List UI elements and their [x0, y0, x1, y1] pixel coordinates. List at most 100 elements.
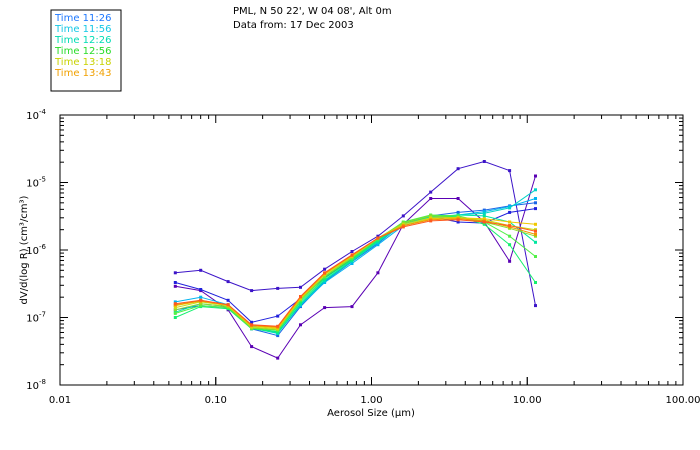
data-point-s10-0: [173, 308, 177, 312]
data-point-s12-14: [534, 222, 537, 226]
y-tick-label: 10-7: [26, 311, 46, 325]
data-point-s13-14: [534, 232, 537, 236]
data-point-s06-12: [482, 211, 486, 215]
data-point-s14-12: [482, 220, 486, 224]
legend-entry-2: Time 12:26: [54, 35, 111, 46]
data-point-s05-0: [173, 300, 177, 304]
data-point-s01-4: [276, 356, 280, 360]
data-point-s01-10: [429, 197, 433, 200]
data-point-s02-0: [173, 271, 177, 275]
legend-box: [50, 9, 122, 92]
data-point-s14-5: [299, 295, 302, 298]
data-point-s01-13: [508, 259, 512, 263]
data-point-s02-5: [299, 285, 302, 289]
data-point-s14-9: [401, 225, 405, 229]
data-point-s14-3: [250, 323, 254, 327]
data-point-s06-14: [534, 188, 537, 192]
data-point-s14-8: [376, 236, 380, 240]
data-point-s10-10: [429, 214, 433, 218]
data-point-s14-4: [276, 324, 280, 328]
data-point-s01-0: [173, 284, 177, 288]
series-line-s02: [175, 160, 536, 306]
data-point-s02-6: [323, 267, 327, 271]
data-point-s09-14: [534, 255, 537, 258]
data-point-s10-14: [534, 234, 537, 238]
series-line-s09: [175, 214, 536, 331]
data-point-s10-1: [199, 302, 203, 306]
data-point-s03-4: [276, 314, 280, 318]
y-tick-label: 10-4: [26, 108, 46, 122]
plot-area: [59, 114, 684, 386]
chart-title: PML, N 50 22', W 04 08', Alt 0m: [233, 6, 392, 17]
data-point-s02-1: [199, 268, 203, 272]
y-tick-label: 10-6: [26, 243, 46, 257]
data-point-s03-3: [250, 320, 254, 324]
data-point-s12-13: [508, 220, 512, 224]
legend-entry-4: Time 13:18: [54, 57, 111, 68]
data-point-s05-8: [376, 243, 380, 247]
data-point-s03-14: [534, 207, 537, 211]
x-axis-label: Aerosol Size (μm): [327, 408, 415, 419]
data-point-s04-11: [456, 210, 460, 214]
data-point-s08-0: [173, 316, 177, 319]
data-point-s14-13: [508, 224, 512, 228]
data-point-s02-11: [456, 167, 460, 171]
data-point-s05-14: [534, 197, 537, 200]
legend-entry-0: Time 11:26: [54, 13, 111, 24]
data-point-s04-14: [534, 201, 537, 205]
series-line-s01: [175, 175, 536, 359]
legend-entry-3: Time 12:56: [54, 46, 111, 57]
data-point-s07-5: [299, 302, 302, 306]
data-point-s02-8: [376, 234, 380, 238]
data-point-s02-10: [429, 190, 433, 194]
data-point-s07-12: [482, 214, 486, 218]
data-point-s06-13: [508, 206, 512, 210]
data-point-s03-11: [456, 220, 460, 224]
series-line-s08: [175, 215, 536, 333]
data-point-s01-5: [299, 323, 302, 327]
data-point-s05-1: [199, 295, 203, 299]
data-point-s14-14: [534, 229, 537, 233]
data-point-s01-11: [456, 197, 460, 200]
x-tick-label: 100.00: [666, 395, 700, 406]
data-point-s08-12: [482, 222, 486, 226]
data-point-s01-3: [250, 345, 254, 349]
legend-entry-5: Time 13:43: [54, 68, 111, 79]
x-tick-label: 0.01: [49, 395, 71, 406]
y-tick-label: 10-5: [26, 176, 46, 190]
data-point-s02-7: [350, 250, 354, 253]
data-point-s11-0: [173, 306, 177, 310]
series-line-s07: [175, 214, 536, 334]
data-point-s02-2: [226, 280, 230, 284]
data-point-s05-7: [350, 262, 354, 265]
data-point-s12-12: [482, 217, 486, 221]
data-point-s09-11: [456, 214, 460, 218]
data-point-s09-1: [199, 304, 203, 308]
y-axis-label: dV/d(log R) (cm³/cm³): [19, 195, 30, 304]
data-point-s01-6: [323, 306, 327, 310]
data-point-s04-4: [276, 334, 280, 338]
x-tick-label: 1.00: [360, 395, 382, 406]
data-point-s14-2: [226, 303, 230, 307]
data-point-s02-4: [276, 286, 280, 290]
data-point-s05-12: [482, 210, 486, 214]
data-point-s02-12: [482, 160, 486, 163]
data-point-s01-14: [534, 174, 537, 178]
x-tick-label: 0.10: [205, 395, 227, 406]
data-point-s08-5: [299, 300, 302, 304]
x-tick-label: 10.00: [513, 395, 542, 406]
data-point-s03-1: [199, 288, 203, 291]
data-point-s03-2: [226, 298, 230, 302]
data-point-s14-11: [456, 218, 460, 222]
data-point-s03-13: [508, 210, 512, 214]
data-point-s07-14: [534, 240, 537, 244]
data-point-s02-3: [250, 289, 254, 293]
data-point-s08-13: [508, 243, 512, 247]
data-point-s08-14: [534, 281, 537, 284]
legend-entry-1: Time 11:56: [54, 24, 111, 35]
data-point-s14-10: [429, 219, 433, 223]
data-point-s14-1: [199, 298, 203, 302]
data-point-s01-7: [350, 305, 354, 309]
